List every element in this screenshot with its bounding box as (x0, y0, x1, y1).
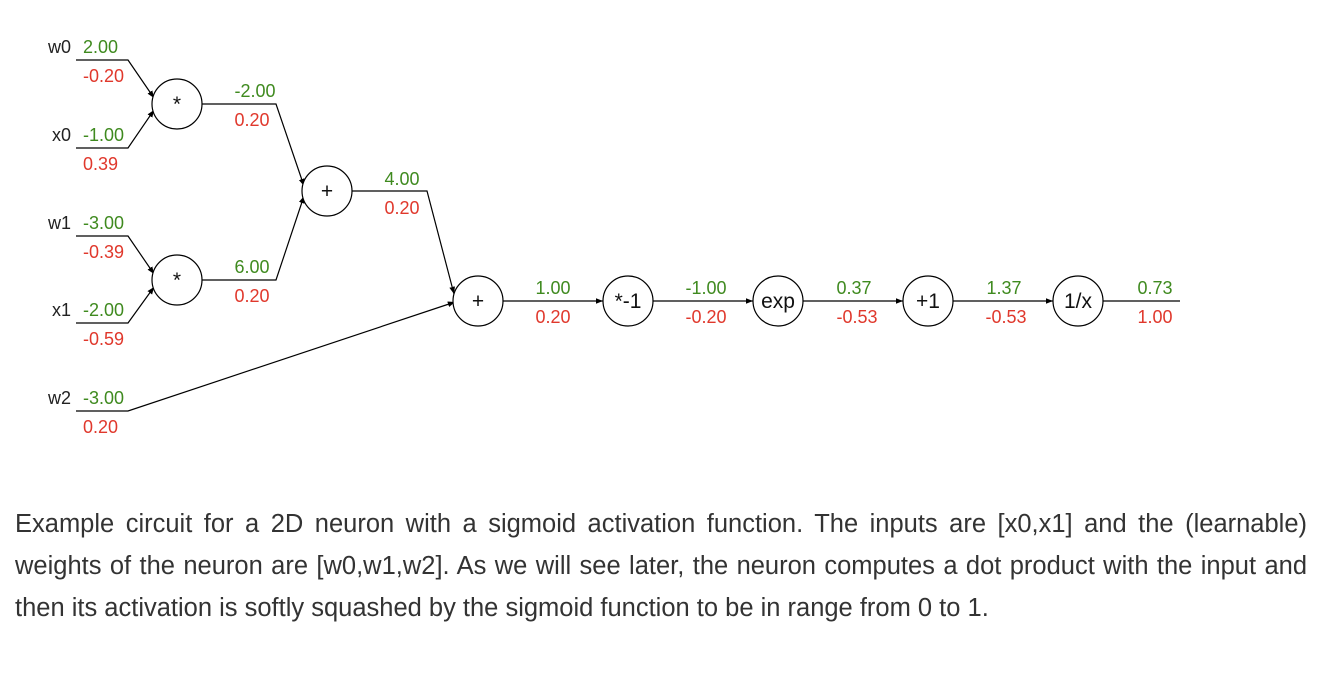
node-neg-op: *-1 (615, 290, 642, 313)
input-w2-name: w2 (47, 388, 71, 408)
node-exp: exp (752, 275, 804, 327)
input-w2-grad: 0.20 (83, 417, 118, 437)
node-mul0: * (151, 78, 203, 130)
node-mul0-grad: 0.20 (234, 110, 269, 130)
input-w1-name: w1 (47, 213, 71, 233)
wire-w1 (76, 235, 155, 275)
input-x0-grad: 0.39 (83, 154, 118, 174)
node-add1-forward: 1.00 (535, 278, 570, 298)
node-exp-forward: 0.37 (836, 278, 871, 298)
input-x1-grad: -0.59 (83, 329, 124, 349)
input-w0-forward: 2.00 (83, 37, 118, 57)
input-x0-forward: -1.00 (83, 125, 124, 145)
node-recip-forward: 0.73 (1137, 278, 1172, 298)
node-mul1: * (151, 254, 203, 306)
wire-mul1-out (202, 195, 305, 281)
node-add1-op: + (472, 290, 484, 313)
wire-w2 (76, 301, 456, 412)
node-exp-grad: -0.53 (836, 307, 877, 327)
wire-add0-out (352, 190, 455, 295)
input-x0-name: x0 (52, 125, 71, 145)
node-recip-op: 1/x (1064, 290, 1093, 313)
input-w2-forward: -3.00 (83, 388, 124, 408)
node-neg: *-1 (602, 275, 654, 327)
node-add0-op: + (321, 180, 333, 203)
wire-w0 (76, 59, 155, 99)
node-plus1-op: +1 (916, 290, 940, 313)
node-plus1-forward: 1.37 (986, 278, 1021, 298)
input-w1-forward: -3.00 (83, 213, 124, 233)
input-w0-name: w0 (47, 37, 71, 57)
computational-graph: w0 2.00 -0.20 x0 -1.00 0.39 w1 -3.00 -0.… (47, 37, 1180, 437)
node-mul1-grad: 0.20 (234, 286, 269, 306)
node-recip-grad: 1.00 (1137, 307, 1172, 327)
input-w1-grad: -0.39 (83, 242, 124, 262)
node-mul0-forward: -2.00 (234, 81, 275, 101)
node-mul1-forward: 6.00 (234, 257, 269, 277)
input-w0-grad: -0.20 (83, 66, 124, 86)
node-add0-grad: 0.20 (384, 198, 419, 218)
node-add0-forward: 4.00 (384, 169, 419, 189)
node-add0: + (301, 165, 353, 217)
node-add1: + (452, 275, 504, 327)
input-x1-forward: -2.00 (83, 300, 124, 320)
node-neg-grad: -0.20 (685, 307, 726, 327)
node-mul1-op: * (173, 269, 181, 292)
wire-x0 (76, 109, 155, 149)
node-recip: 1/x (1052, 275, 1104, 327)
input-x1-name: x1 (52, 300, 71, 320)
node-plus1-grad: -0.53 (985, 307, 1026, 327)
node-neg-forward: -1.00 (685, 278, 726, 298)
node-exp-op: exp (761, 290, 795, 313)
node-plus1: +1 (902, 275, 954, 327)
node-mul0-op: * (173, 93, 181, 116)
wire-mul0-out (202, 103, 305, 187)
node-add1-grad: 0.20 (535, 307, 570, 327)
wire-x1 (76, 286, 155, 324)
figure-caption: Example circuit for a 2D neuron with a s… (15, 510, 1307, 622)
